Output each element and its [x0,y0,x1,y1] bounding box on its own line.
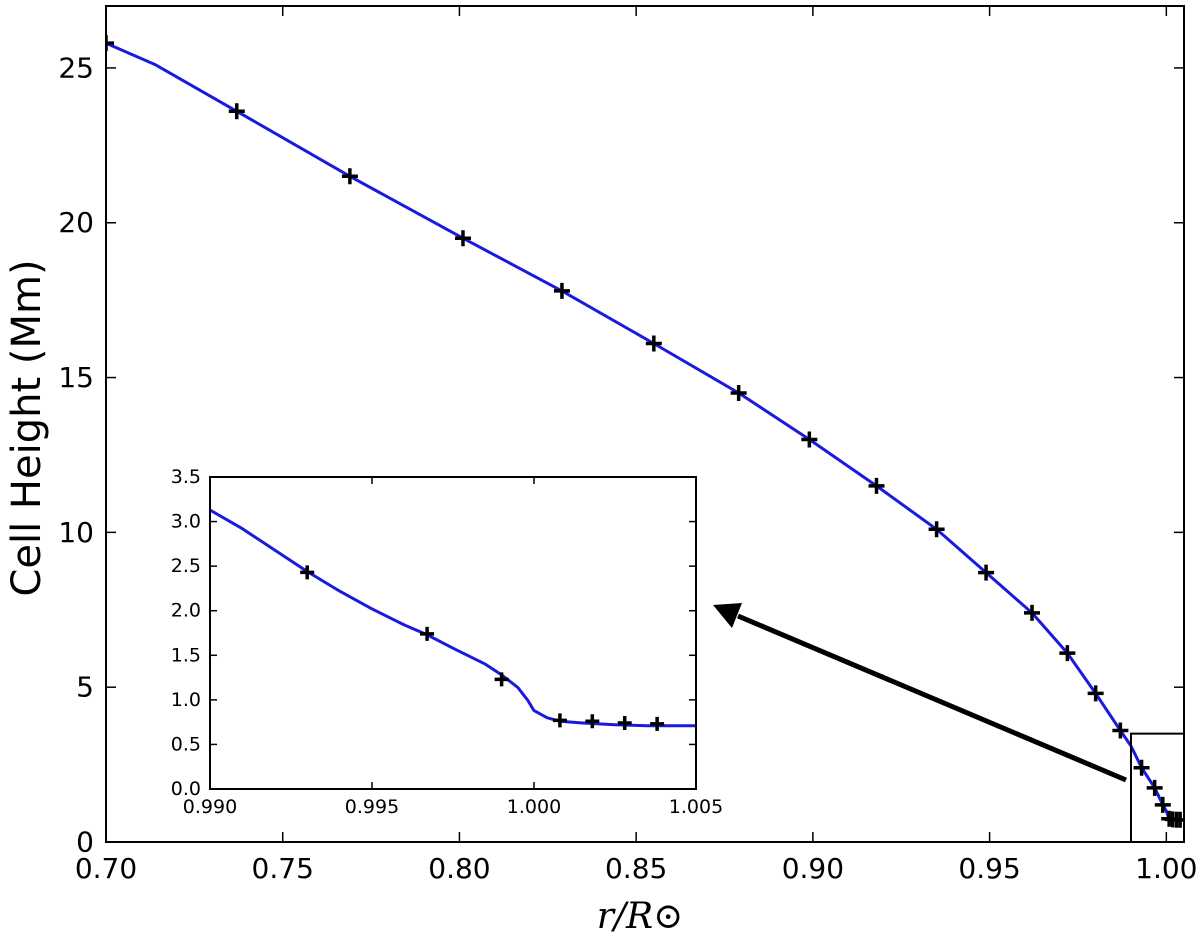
main-x-tick-label: 0.75 [252,852,314,885]
inset-series-group [210,508,696,731]
main-marker [1172,811,1184,828]
inset-marker [420,626,435,641]
zoom-box [1129,732,1186,844]
main-marker [868,477,885,494]
inset-axis-ticks: 0.990 0.995 1.000 1.005 0.0 0.5 1.0 1.5 2.0 2.5 3.… [171,466,723,818]
inset-plot-frame [209,476,697,790]
main-y-tick-label: 15 [58,361,94,394]
main-y-tick-label: 0 [76,826,94,859]
main-x-tick-label: 1.00 [1135,852,1197,885]
inset-marker [300,565,315,580]
main-marker [645,335,662,352]
inset-y-tick-label: 2.5 [171,555,201,577]
inset-marker [650,716,665,731]
inset-x-tick-label: 0.990 [183,796,237,818]
inset-background [210,477,696,789]
zoom-arrow-head [713,603,742,628]
inset-y-tick-label: 0.5 [171,733,201,755]
inset-marker [617,716,632,731]
main-marker [454,230,471,247]
inset-y-tick-label: 1.5 [171,644,201,666]
main-marker [228,103,245,120]
inset-y-tick-label: 1.0 [171,689,201,711]
main-y-tick-label: 10 [58,516,94,549]
main-series-group [106,35,1184,828]
inset-x-tick-label: 1.005 [669,796,723,818]
main-marker [1024,604,1041,621]
main-y-tick-label: 25 [58,51,94,84]
main-marker [106,35,114,52]
inset-marker [585,714,600,729]
main-x-tick-label: 0.90 [782,852,844,885]
main-y-tick-label: 20 [58,206,94,239]
main-x-tick-label: 0.85 [605,852,667,885]
inset-y-tick-label: 0.0 [171,778,201,800]
main-marker [730,385,747,402]
main-x-tick-label: 0.95 [958,852,1020,885]
main-marker [553,282,570,299]
inset-y-tick-label: 3.5 [171,466,201,488]
main-x-tick-label: 0.70 [75,852,137,885]
main-marker [1146,779,1163,796]
inset-marker [494,672,509,687]
y-axis-label: Cell Height (Mm) [4,259,50,596]
main-y-tick-label: 5 [76,671,94,704]
main-marker [1059,645,1076,662]
inset-plot: 0.990 0.995 1.000 1.005 0.0 0.5 1.0 1.5 2.0 2.5 3.… [171,466,723,818]
main-marker [928,521,945,538]
main-marker [1133,759,1150,776]
inset-x-tick-label: 0.995 [345,796,399,818]
main-marker [978,564,995,581]
y-axis-label-group: Cell Height (Mm) [4,259,50,596]
main-x-tick-label: 0.80 [428,852,490,885]
main-marker [1087,685,1104,702]
main-marker [1112,722,1129,739]
inset-marker [552,713,567,728]
main-marker [341,168,358,185]
main-plot-frame [105,5,1185,843]
main-marker [1154,796,1171,813]
main-marker [801,431,818,448]
inset-y-tick-label: 3.0 [171,511,201,533]
inset-y-tick-label: 2.0 [171,600,201,622]
x-axis-label: r/R⊙ [597,896,684,937]
zoom-arrow-shaft [737,613,1127,783]
inset-x-tick-label: 1.000 [507,796,561,818]
